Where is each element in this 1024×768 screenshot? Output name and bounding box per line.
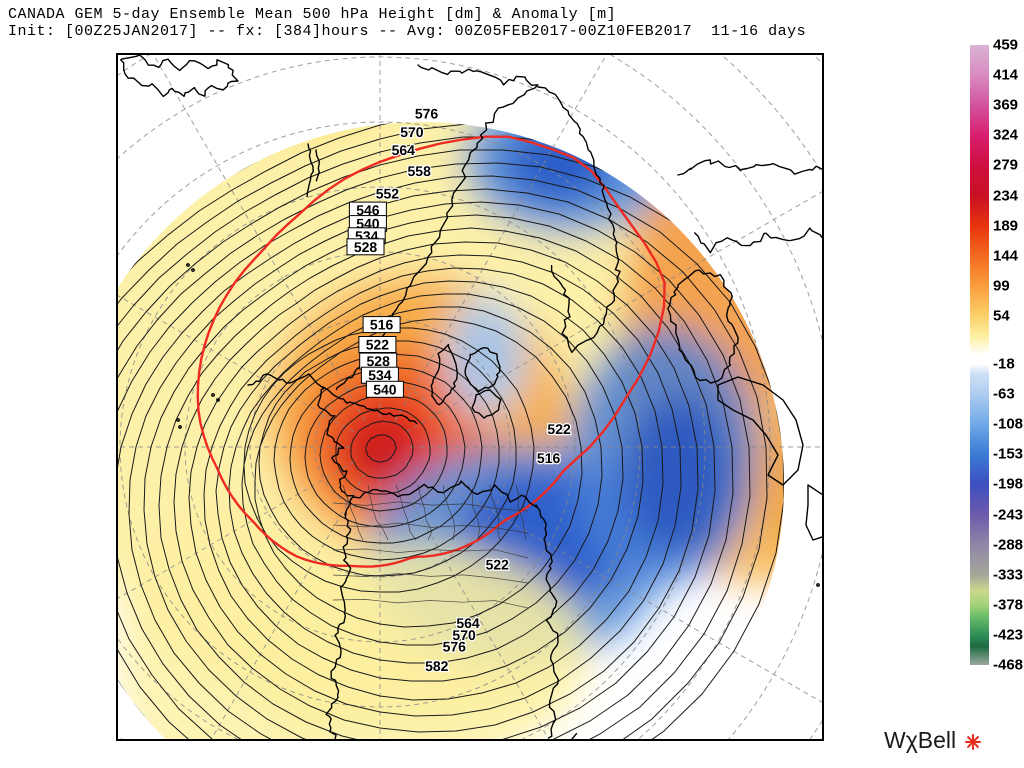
svg-text:516: 516: [370, 317, 394, 333]
svg-text:528: 528: [354, 239, 378, 255]
svg-text:522: 522: [547, 421, 571, 437]
svg-text:576: 576: [443, 639, 467, 655]
svg-text:570: 570: [400, 124, 424, 140]
svg-text:516: 516: [537, 450, 561, 466]
svg-text:564: 564: [392, 142, 416, 158]
svg-text:582: 582: [425, 658, 449, 674]
svg-text:522: 522: [366, 337, 390, 353]
svg-text:576: 576: [415, 106, 439, 122]
svg-text:558: 558: [408, 163, 432, 179]
svg-text:522: 522: [486, 557, 510, 573]
svg-text:540: 540: [373, 381, 397, 397]
svg-text:552: 552: [376, 185, 400, 201]
